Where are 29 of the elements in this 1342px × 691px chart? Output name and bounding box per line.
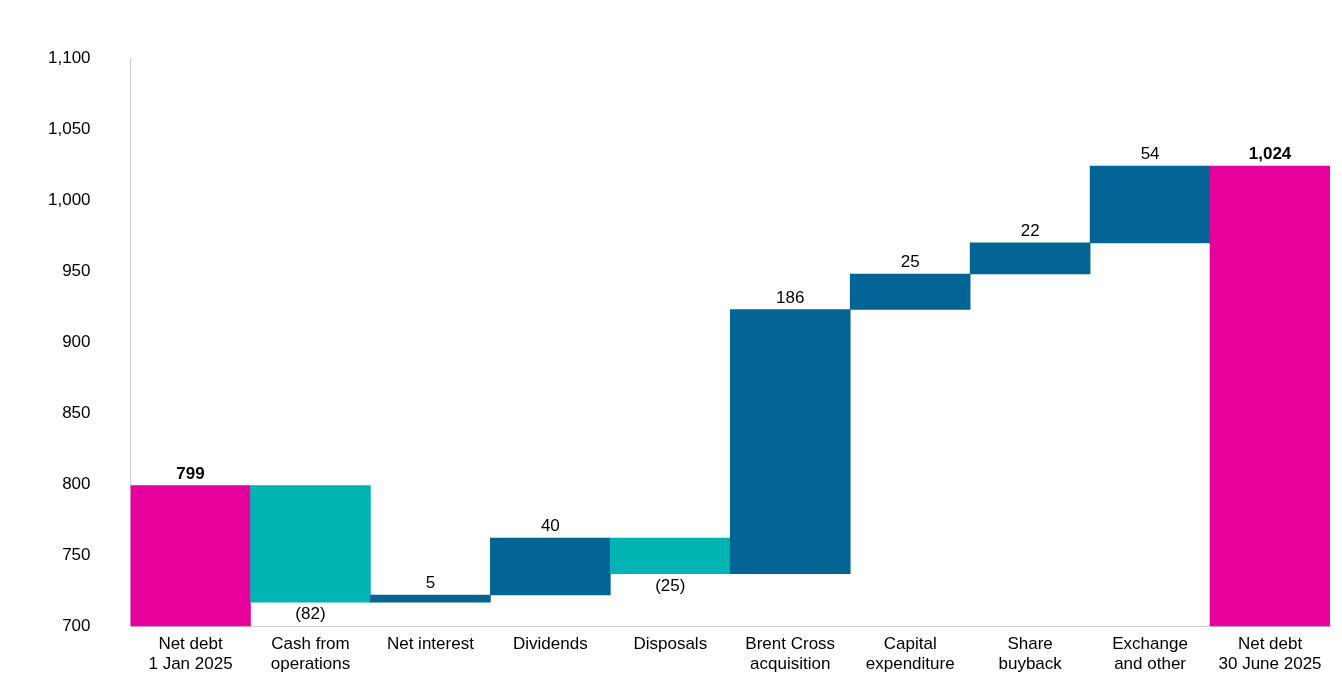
- data-label: 5: [425, 573, 436, 593]
- data-label: 799: [176, 463, 205, 483]
- y-tick-label: 1,050: [47, 118, 91, 138]
- x-tick-label: Capital expenditure: [865, 634, 955, 674]
- x-tick-label: Net interest: [386, 634, 475, 654]
- x-tick-label: Brent Cross acquisition: [745, 634, 836, 674]
- y-tick-label: 800: [62, 473, 91, 493]
- y-tick-label: 900: [62, 331, 91, 351]
- x-tick-label: Exchange and other: [1112, 634, 1188, 674]
- x-tick-label: Net debt 1 Jan 2025: [148, 634, 233, 674]
- x-tick-label: Dividends: [513, 634, 588, 654]
- data-label: 54: [1140, 144, 1160, 164]
- data-label: 25: [900, 252, 920, 272]
- data-label: 40: [540, 516, 560, 536]
- y-tick-label: 950: [62, 260, 91, 280]
- data-label: 186: [776, 287, 805, 307]
- data-label: 22: [1020, 220, 1040, 240]
- data-label: (82): [295, 604, 326, 624]
- x-tick-label: Net debt 30 June 2025: [1218, 634, 1322, 674]
- x-tick-label: Share buyback: [998, 634, 1063, 674]
- y-tick-label: 1,000: [47, 189, 91, 209]
- y-tick-label: 1,100: [47, 47, 91, 67]
- y-tick-label: 850: [62, 402, 91, 422]
- x-tick-label: Disposals: [633, 634, 708, 654]
- data-label: (25): [655, 575, 686, 595]
- y-tick-label: 700: [62, 615, 91, 635]
- data-label: 1,024: [1248, 144, 1292, 164]
- y-tick-label: 750: [62, 544, 91, 564]
- x-tick-label: Cash from operations: [270, 634, 351, 674]
